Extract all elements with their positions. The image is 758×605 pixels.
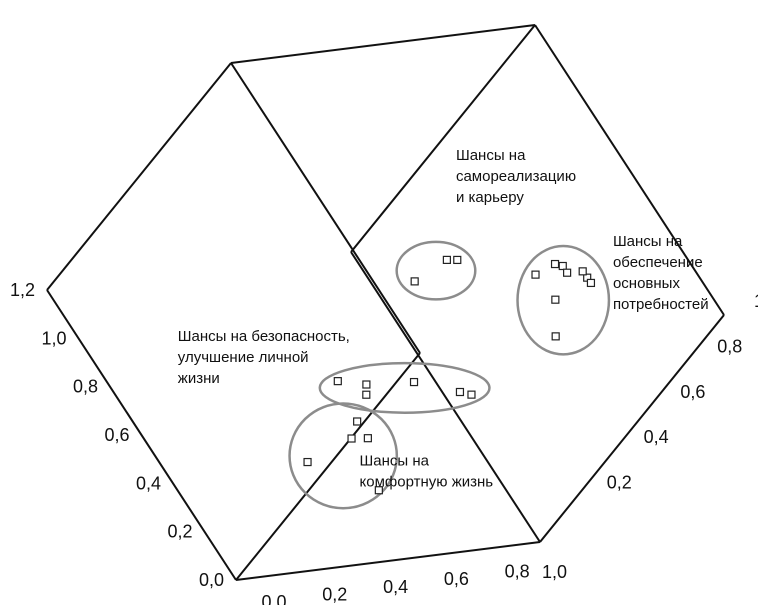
tick-labels: 0,0 0,2 0,4 0,6 0,8 1,0 1,2 0,0 0,2 0,4 0,6 0,8 1,0 0… xyxy=(10,280,758,605)
edge-back-vertical xyxy=(230,62,421,354)
data-point xyxy=(467,390,476,399)
data-point xyxy=(455,387,465,397)
data-point xyxy=(353,417,362,426)
cluster-label-line: обеспечение xyxy=(613,254,703,271)
x-tick-label: 0,6 xyxy=(444,569,469,589)
data-point xyxy=(558,261,567,271)
cluster-label-line: потребностей xyxy=(613,296,709,313)
cluster-label-line: комфортную жизнь xyxy=(360,473,494,490)
z-tick-label: 0,6 xyxy=(104,425,129,445)
y-tick-label: 0,4 xyxy=(644,427,669,447)
cluster-label-line: и карьеру xyxy=(456,189,524,206)
z-tick-label: 1,0 xyxy=(41,328,66,348)
y-tick-label: 1,0 xyxy=(754,291,758,311)
edge-x-axis xyxy=(235,541,541,581)
z-tick-label: 0,2 xyxy=(167,522,192,542)
data-point xyxy=(362,390,371,399)
data-point xyxy=(563,268,572,277)
data-point xyxy=(410,277,419,286)
data-point xyxy=(453,255,462,265)
cluster-labels: Шансы на самореализацию и карьеру Шансы на о… xyxy=(178,147,709,491)
data-point xyxy=(551,332,560,341)
cluster-label-line: основных xyxy=(613,275,681,292)
x-tick-label: 0,2 xyxy=(322,584,347,604)
cluster-label-line: самореализацию xyxy=(456,168,576,185)
y-tick-label: 0,2 xyxy=(607,473,632,493)
data-points xyxy=(303,255,596,495)
cluster-ellipse xyxy=(395,240,477,301)
data-point xyxy=(550,259,560,269)
cluster-label-line: Шансы на xyxy=(360,452,430,469)
clusters xyxy=(288,240,611,510)
data-point xyxy=(531,270,540,279)
cluster-label-line: Шансы на xyxy=(613,233,683,250)
x-tick-label: 0,8 xyxy=(505,562,530,582)
data-point xyxy=(578,267,587,276)
cluster-label-line: улучшение личной xyxy=(178,349,309,366)
edge-back-right-vertical xyxy=(534,24,725,316)
edge-right-vertical xyxy=(350,251,541,543)
edge-y-axis xyxy=(235,352,421,581)
x-tick-label: 0,4 xyxy=(383,577,408,597)
y-tick-label: 0,6 xyxy=(680,382,705,402)
cluster-label-line: Шансы на xyxy=(456,147,526,164)
z-tick-label: 0,8 xyxy=(73,377,98,397)
y-tick-label: 0,8 xyxy=(717,336,742,356)
cube-edges xyxy=(46,24,725,581)
edge-top-back xyxy=(230,24,536,64)
edge-floor-right xyxy=(539,314,725,543)
x-tick-label: 1,0 xyxy=(542,562,567,582)
data-point xyxy=(333,377,342,386)
cluster-label-line: жизни xyxy=(178,370,220,387)
data-point xyxy=(362,380,371,389)
data-point xyxy=(409,377,419,387)
cluster-ellipse xyxy=(516,244,611,356)
z-tick-label: 0,4 xyxy=(136,473,161,493)
edge-top-left xyxy=(46,62,232,291)
edge-top-front xyxy=(350,24,536,253)
cluster-label-line: Шансы на безопасность, xyxy=(178,328,350,345)
z-tick-label: 0,0 xyxy=(199,570,224,590)
data-point xyxy=(442,255,451,264)
data-point xyxy=(363,434,372,443)
z-tick-label: 1,2 xyxy=(10,280,35,300)
data-point xyxy=(586,278,596,288)
x-tick-label: 0,0 xyxy=(261,592,286,605)
cluster-ellipse xyxy=(288,402,399,510)
cluster-ellipse xyxy=(318,361,491,414)
data-point xyxy=(551,295,560,304)
data-point xyxy=(303,457,312,467)
edge-z-axis xyxy=(46,289,237,581)
data-point xyxy=(347,434,356,443)
data-point xyxy=(374,486,383,495)
